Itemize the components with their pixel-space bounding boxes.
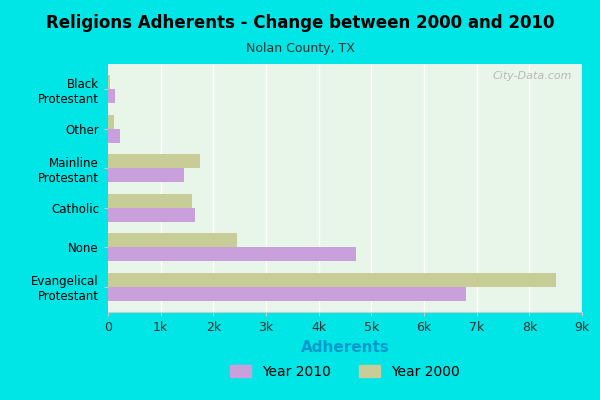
Bar: [108, 273, 556, 287]
Bar: [108, 154, 200, 168]
Bar: [108, 168, 184, 182]
Bar: [108, 234, 237, 247]
Bar: [108, 287, 466, 301]
Text: Nolan County, TX: Nolan County, TX: [245, 42, 355, 55]
Bar: [108, 208, 195, 222]
Bar: [108, 247, 356, 261]
Bar: [108, 89, 115, 103]
Bar: [108, 75, 110, 89]
X-axis label: Adherents: Adherents: [301, 340, 389, 354]
Bar: [108, 194, 192, 208]
Text: City-Data.com: City-Data.com: [493, 72, 572, 82]
Text: Religions Adherents - Change between 2000 and 2010: Religions Adherents - Change between 200…: [46, 14, 554, 32]
Bar: [108, 129, 120, 142]
Bar: [108, 115, 115, 129]
Legend: Year 2010, Year 2000: Year 2010, Year 2000: [225, 359, 465, 384]
